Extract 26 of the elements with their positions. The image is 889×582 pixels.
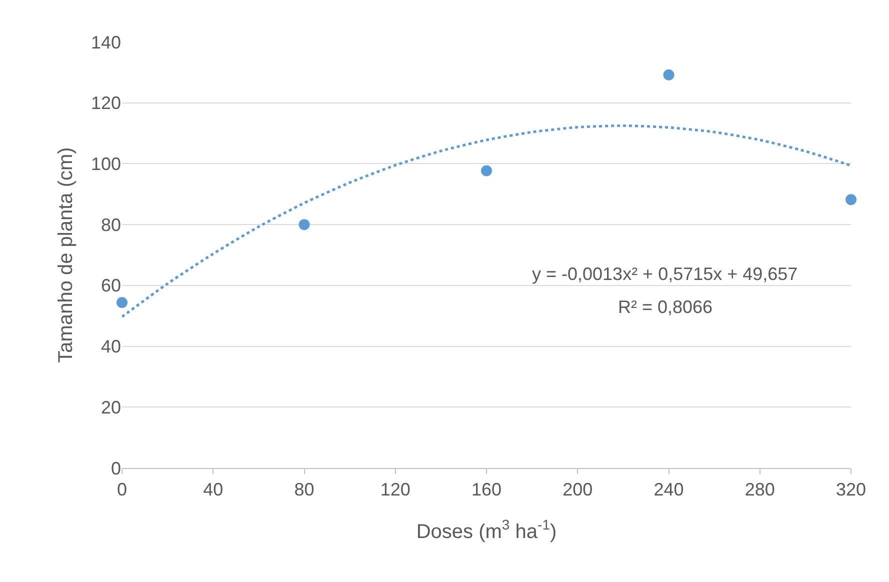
y-axis-title: Tamanho de planta (cm) <box>55 147 77 363</box>
x-tick-label: 40 <box>203 480 224 500</box>
point <box>116 296 128 308</box>
y-tick-label: 140 <box>90 32 121 52</box>
y-tick-label: 80 <box>100 214 121 235</box>
y-tick-label: 20 <box>100 397 121 418</box>
line-series <box>122 124 851 318</box>
annotation: y = -0,0013x² + 0,5715x + 49,657 <box>532 264 798 284</box>
x-axis-title: Doses (m$^{3}$ ha$^{-1}$) <box>416 516 557 543</box>
y-tick-label: 120 <box>90 93 121 114</box>
y-tick-label: 60 <box>100 276 121 296</box>
x-tick-label: 120 <box>380 480 410 500</box>
x-tick-label: 320 <box>836 480 866 500</box>
x-tick-label: 240 <box>654 480 684 500</box>
y-tick-label: 0 <box>110 458 121 478</box>
y-tick-label: 100 <box>90 154 121 174</box>
point <box>663 69 674 80</box>
point <box>481 165 492 176</box>
x-tick-label: 200 <box>562 480 593 500</box>
annotation: R² = 0,8066 <box>618 297 713 317</box>
x-tick-label: 80 <box>294 480 314 500</box>
x-tick-label: 160 <box>471 480 502 500</box>
x-tick-label: 280 <box>744 480 775 500</box>
point <box>298 219 310 230</box>
point <box>846 194 856 206</box>
y-tick-label: 40 <box>100 336 121 357</box>
